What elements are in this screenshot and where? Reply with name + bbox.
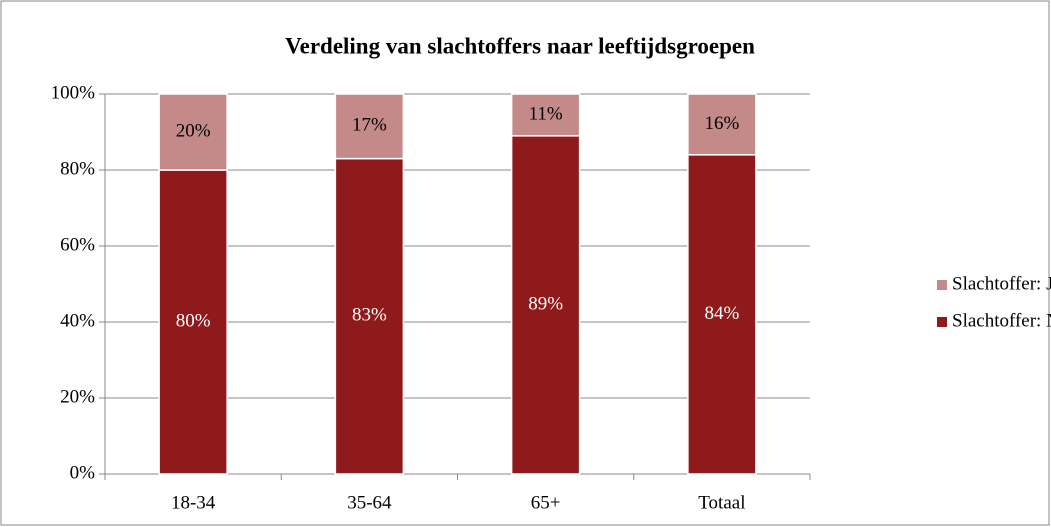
y-tick-label: 100% [51,82,96,103]
bar-segment [687,93,757,156]
y-tick-label: 0% [70,462,96,483]
legend-swatch [937,317,947,327]
x-tick-label: 35-64 [347,492,392,513]
data-label: 89% [528,293,563,314]
bar-segment [334,157,405,475]
x-tick-label: 18-34 [171,492,216,513]
data-label: 11% [529,103,563,124]
y-tick-label: 20% [60,386,95,407]
data-label: 20% [176,120,211,141]
bar-segment [510,93,581,137]
y-tick-label: 80% [60,158,95,179]
legend-label: Slachtoffer: Ja [952,273,1051,294]
data-label: 83% [352,305,387,326]
x-tick-label: Totaal [698,492,745,513]
data-label: 16% [704,113,739,134]
bar-segment [158,93,228,171]
data-label: 80% [176,310,211,331]
y-tick-label: 60% [60,234,95,255]
data-label: 17% [352,115,387,136]
legend-label: Slachtoffer: Nee [952,310,1051,331]
data-label: 84% [704,303,739,324]
bar-segment [687,154,757,475]
bar-segment [510,135,581,475]
bar-segment [334,93,405,160]
legend-swatch [937,280,947,290]
x-tick-label: 65+ [531,492,561,513]
chart-title: Verdeling van slachtoffers naar leeftijd… [285,33,755,58]
y-tick-label: 40% [60,310,95,331]
